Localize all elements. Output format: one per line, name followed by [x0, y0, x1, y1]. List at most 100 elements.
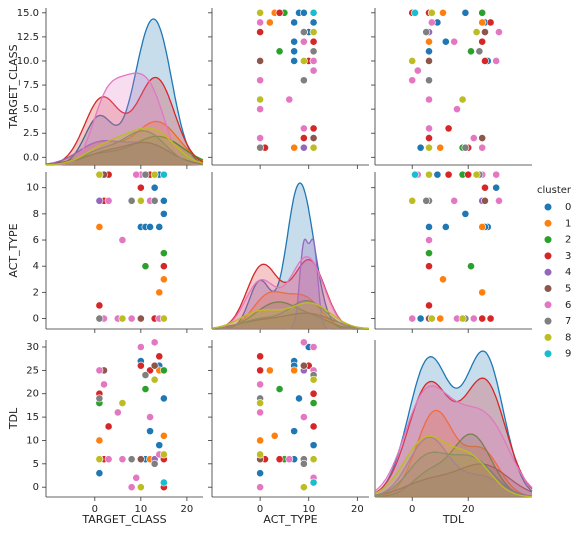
scatter-point [433, 170, 442, 179]
scatter-point [461, 143, 470, 152]
scatter-point [427, 18, 436, 27]
x-tick-label: 0 [409, 504, 415, 515]
scatter-point [425, 301, 433, 310]
scatter-point [127, 483, 136, 492]
scatter-point [295, 394, 303, 403]
scatter-point [95, 314, 104, 323]
kde-area [375, 351, 532, 497]
scatter-point [478, 134, 487, 142]
kde-line [374, 409, 533, 498]
scatter-point [159, 209, 168, 218]
y-tick-label: 30 [26, 342, 39, 353]
scatter-point [265, 366, 274, 375]
scatter-point [441, 37, 450, 46]
y-tick-label: 15.0 [17, 8, 39, 19]
scatter-point [127, 196, 136, 205]
scatter-point [136, 343, 145, 351]
legend-label: 4 [565, 267, 571, 278]
scatter-point [118, 455, 127, 464]
scatter-point [256, 399, 265, 407]
scatter-point [309, 37, 318, 46]
scatter-point [481, 57, 489, 65]
y-tick-label: 8 [33, 209, 39, 220]
scatter-point [461, 209, 470, 218]
scatter-point [113, 408, 122, 417]
y-tick-label: 12.5 [17, 32, 39, 43]
y-tick-label: 5.0 [23, 104, 39, 115]
scatter-point [422, 28, 431, 36]
scatter-point [95, 366, 104, 375]
scatter-point [309, 57, 318, 65]
scatter-point [309, 389, 318, 398]
scatter-point [118, 236, 127, 244]
kde-line [374, 463, 533, 497]
scatter-point [478, 143, 487, 152]
y-tick-label: 20 [26, 389, 39, 400]
legend-marker [543, 317, 553, 326]
x-axis-label: ACT_TYPE [263, 513, 317, 526]
scatter-point [159, 196, 168, 205]
scatter-point [159, 275, 168, 284]
scatter-point [159, 314, 168, 323]
scatter-point [265, 18, 274, 27]
scatter-point [275, 47, 284, 56]
scatter-point [299, 483, 308, 492]
scatter-point [270, 431, 279, 440]
scatter-point [478, 314, 487, 323]
kde-area [46, 19, 203, 165]
scatter-point [159, 431, 168, 440]
y-tick-label: 15 [26, 412, 39, 423]
scatter-point [290, 143, 299, 152]
legend-marker [543, 268, 553, 277]
scatter-point [411, 8, 419, 17]
scatter-point [95, 196, 104, 205]
scatter-point [127, 314, 136, 323]
x-axis-label: TARGET_CLASS [81, 513, 166, 526]
scatter-point [441, 223, 450, 231]
scatter-point [309, 143, 318, 152]
scatter-point [427, 314, 436, 323]
scatter-point [425, 236, 433, 244]
scatter-point [469, 134, 478, 142]
scatter-point [408, 196, 417, 205]
scatter-point [425, 47, 433, 56]
scatter-point [150, 338, 159, 347]
scatter-point [104, 422, 113, 431]
legend-label: 3 [565, 251, 571, 262]
scatter-point [95, 223, 104, 231]
scatter-point [309, 47, 318, 56]
y-tick-label: 0.0 [23, 152, 39, 163]
scatter-point [159, 262, 168, 271]
scatter-point [436, 314, 445, 323]
kde-area [212, 183, 369, 329]
scatter-point [309, 478, 318, 487]
legend-marker [543, 219, 553, 228]
y-tick-label: 25 [26, 365, 39, 376]
scatter-point [425, 134, 433, 142]
scatter-point [425, 223, 433, 231]
y-tick-label: 7.5 [23, 80, 39, 91]
kde-area [375, 436, 532, 497]
kde-area [46, 140, 203, 165]
scatter-point [136, 314, 145, 323]
x-tick-label: 10 [134, 504, 147, 515]
kde-area [212, 259, 369, 329]
scatter-point [100, 380, 108, 389]
scatter-point [136, 183, 145, 192]
scatter-point [425, 57, 433, 65]
scatter-point [275, 455, 284, 464]
scatter-point [299, 37, 308, 46]
y-axis-label: TDL [7, 407, 20, 430]
scatter-point [309, 375, 318, 384]
legend-marker [543, 235, 553, 244]
scatter-point [95, 301, 104, 310]
kde-line [374, 377, 533, 494]
scatter-point [444, 170, 453, 179]
scatter-point [256, 469, 265, 478]
kde-area [212, 256, 369, 329]
scatter-point [159, 450, 168, 459]
scatter-point [458, 314, 467, 323]
scatter-point [486, 314, 495, 323]
scatter-point [256, 450, 265, 459]
